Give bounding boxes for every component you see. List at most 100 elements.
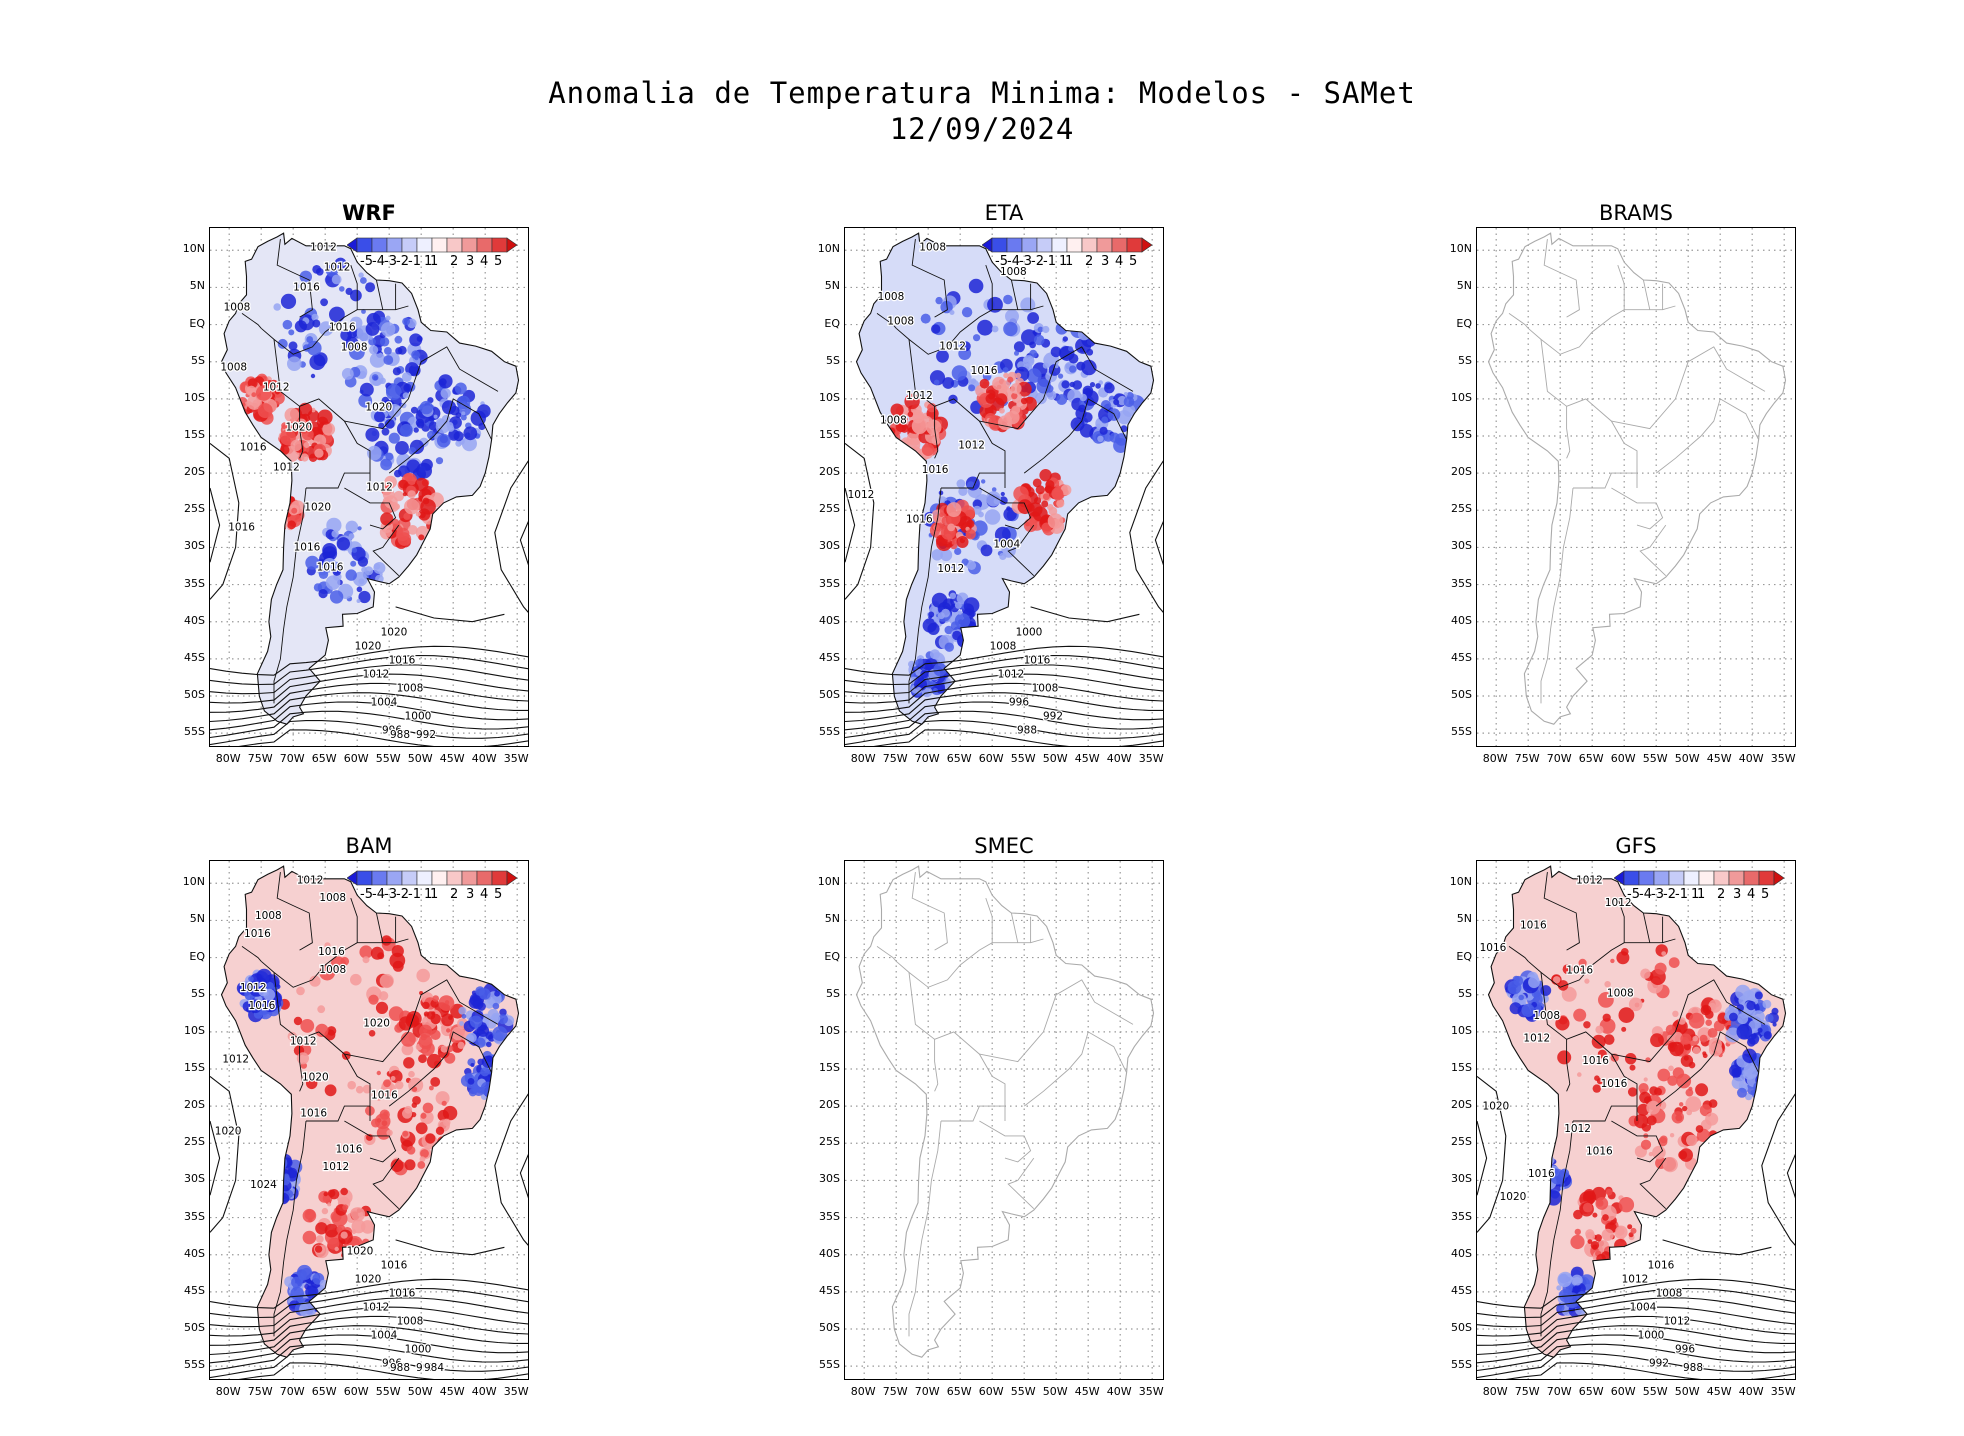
colorbar-tick-label: 5	[494, 254, 503, 269]
isobar-label: 992	[416, 729, 436, 741]
isobar-label: 1008	[224, 301, 251, 313]
lon-tick-label: 40W	[1106, 752, 1132, 765]
colorbar-swatch	[401, 237, 418, 253]
isobar-label: 1016	[294, 541, 321, 553]
isobar-label: 1000	[1016, 627, 1043, 639]
isobar-labels: 1012 1012 1016 1008 1016 1008 1008 1012 1020 1020…	[219, 240, 437, 742]
colorbar-tick-label: 1	[424, 887, 433, 902]
panel-title-wrf: WRF	[342, 201, 396, 225]
lon-tick-label: 65W	[311, 1385, 337, 1398]
colorbar-tick-label: 1	[1697, 887, 1706, 902]
isobar-label: 1012	[939, 340, 966, 352]
isobar-label: 1016	[371, 1089, 398, 1101]
lat-tick-label: 10S	[1451, 1023, 1472, 1037]
isobar-label: 1012	[1664, 1316, 1691, 1328]
isobar-label: 1020	[355, 641, 382, 653]
lon-tick-label: 40W	[471, 752, 497, 765]
lat-tick-label: 55S	[184, 1358, 205, 1372]
isobar-label: 1016	[329, 321, 356, 333]
colorbar-tick-label: 3	[466, 254, 475, 269]
country-borders	[1508, 872, 1766, 1337]
lat-tick-label: 15S	[819, 1061, 840, 1074]
lat-tick-label: 15S	[184, 428, 205, 441]
isobar-label: 1000	[405, 1344, 432, 1356]
coastline	[855, 865, 1155, 1358]
isobar-label: 1012	[1576, 874, 1603, 886]
colorbar-tick-label: -4	[1007, 254, 1020, 269]
coastline	[855, 232, 1155, 725]
isobar-label: 1016	[389, 1288, 416, 1300]
lat-tick-label: 55S	[1451, 1358, 1472, 1372]
lon-tick-label: 55W	[1010, 752, 1036, 765]
lat-tick-label: 45S	[1451, 650, 1472, 664]
lat-tick-label: 40S	[184, 1246, 205, 1260]
isobar-label: 1016	[1528, 1168, 1555, 1180]
lon-tick-label: 65W	[946, 752, 972, 765]
colorbar-swatch	[356, 237, 373, 253]
isobar-contours	[845, 442, 1163, 746]
lon-tick-label: 70W	[914, 1385, 940, 1398]
lat-tick-label: 50S	[1451, 688, 1472, 701]
colorbar-legend: -5 -4 -3 -2 -1 1 1 2 3 4 5	[981, 237, 1156, 271]
lon-tick-label: 40W	[1738, 752, 1764, 765]
colorbar-swatch	[1668, 870, 1685, 886]
lat-tick-label: EQ	[824, 316, 840, 330]
colorbar-tick-label: -5	[360, 254, 373, 269]
isobar-label: 1012	[363, 1302, 390, 1314]
isobar-label: 1016	[1024, 655, 1051, 667]
colorbar-tick-label: -5	[360, 887, 373, 902]
isobar-label: 1008	[990, 641, 1017, 653]
colorbar-swatch	[386, 870, 403, 886]
isobar-labels: 1008 1008 1008 1008 1012 1016 1012 1008 1012 1016…	[846, 240, 1064, 738]
map-panel-gfs: 1012 1012 1016 1016 1016 1008 1008 1012 1016 1016…	[1450, 860, 1796, 1398]
colorbar-swatch	[356, 870, 373, 886]
colorbar-swatch	[416, 237, 433, 253]
colorbar-tick-label: 5	[494, 887, 503, 902]
colorbar-tick-label: -3	[1019, 254, 1032, 269]
colorbar-swatch	[446, 237, 463, 253]
isobar-label: 992	[1649, 1358, 1669, 1370]
lat-tick-label: 5N	[1456, 912, 1472, 926]
colorbar-tick-label: -3	[384, 254, 397, 269]
lon-tick-label: 75W	[247, 752, 273, 765]
lat-tick-label: 10N	[182, 242, 205, 256]
isobar-label: 1012	[323, 1161, 350, 1173]
lat-tick-label: 10N	[1449, 875, 1472, 889]
lon-tick-label: 35W	[503, 752, 529, 765]
isobar-label: 1016	[244, 928, 271, 940]
lat-tick-label: 5S	[826, 353, 840, 367]
isobar-label: 992	[416, 1362, 436, 1374]
colorbar-swatch	[491, 870, 508, 886]
map-canvas: 1012 1012 1016 1008 1016 1008 1008 1012 1020 1020…	[210, 228, 528, 746]
lat-tick-label: 30S	[1451, 1172, 1472, 1186]
isobar-contours	[210, 442, 528, 746]
isobar-label: 988	[1017, 725, 1037, 737]
lon-tick-label: 50W	[1042, 1385, 1068, 1398]
colorbar-tick-label: 3	[466, 887, 475, 902]
colorbar-tick-label: 2	[450, 254, 459, 269]
map-frame: 1012 1008 1008 1016 1016 1008 1012 1016 1020 1012…	[209, 860, 529, 1380]
isobar-label: 1004	[993, 538, 1020, 550]
lon-tick-label: 65W	[311, 752, 337, 765]
map-canvas: 1008 1008 1008 1008 1012 1016 1012 1008 1012 1016…	[845, 228, 1163, 746]
lat-tick-label: 50S	[819, 1321, 840, 1334]
lon-tick-label: 45W	[1074, 752, 1100, 765]
isobar-label: 996	[382, 1358, 402, 1370]
lat-tick-label: 30S	[819, 539, 840, 553]
isobar-label: 996	[382, 725, 402, 737]
colorbar-tick-label: 2	[1717, 887, 1726, 902]
colorbar-tick-label: 4	[480, 254, 489, 269]
isobar-label: 1008	[397, 683, 424, 695]
lon-tick-label: 35W	[1770, 752, 1796, 765]
colorbar-swatch	[1713, 870, 1730, 886]
lon-tick-label: 65W	[1578, 752, 1604, 765]
colorbar-swatch	[386, 237, 403, 253]
isobar-label: 1008	[1607, 987, 1634, 999]
colorbar-tick-label: 1	[1691, 887, 1700, 902]
lon-tick-label: 55W	[1010, 1385, 1036, 1398]
lon-tick-label: 65W	[946, 1385, 972, 1398]
lat-tick-label: 55S	[1451, 725, 1472, 739]
lat-tick-label: 5N	[189, 912, 205, 926]
colorbar-swatch	[446, 870, 463, 886]
isobar-label: 1016	[240, 441, 267, 453]
